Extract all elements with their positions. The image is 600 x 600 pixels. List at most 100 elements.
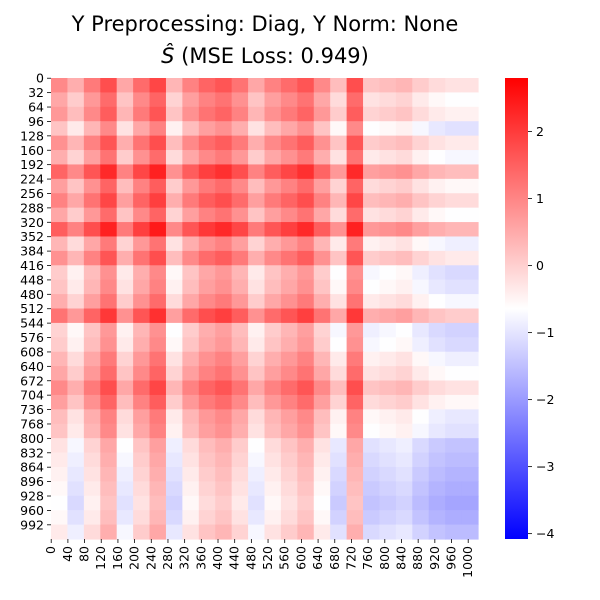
heatmap-cell (445, 222, 463, 238)
heatmap-cell (198, 337, 216, 353)
heatmap-cell (379, 409, 397, 425)
heatmap-cell (83, 322, 101, 338)
heatmap-cell (297, 423, 315, 439)
heatmap-cell (215, 78, 233, 94)
x-tick-label: 920 (427, 546, 442, 570)
heatmap-cell (445, 250, 463, 266)
y-tick-label: 192 (20, 157, 44, 172)
heatmap-cell (330, 207, 348, 223)
heatmap-cell (330, 279, 348, 295)
heatmap-cell (445, 150, 463, 166)
heatmap-cell (346, 236, 364, 252)
heatmap-cell (116, 524, 134, 540)
y-tick-label: 448 (20, 272, 44, 287)
heatmap-cell (379, 236, 397, 252)
x-tick-label: 120 (93, 546, 108, 570)
heatmap-cell (83, 222, 101, 238)
heatmap-cell (297, 164, 315, 180)
heatmap-cell (445, 121, 463, 137)
heatmap-cell (379, 466, 397, 482)
heatmap-cell (313, 92, 331, 108)
heatmap-cell (165, 308, 183, 324)
heatmap-cell (83, 250, 101, 266)
heatmap-cell (412, 294, 430, 310)
heatmap-cell (379, 121, 397, 137)
heatmap-cell (412, 92, 430, 108)
heatmap-cell (83, 106, 101, 122)
heatmap-cell (215, 92, 233, 108)
heatmap-cell (67, 193, 85, 209)
heatmap-cell (116, 481, 134, 497)
heatmap-cell (149, 250, 167, 266)
heatmap-cell (461, 135, 479, 151)
heatmap-cell (182, 207, 200, 223)
colorbar-tick-label: 2 (536, 124, 544, 139)
heatmap-cell (83, 510, 101, 526)
heatmap-cell (83, 423, 101, 439)
heatmap-cell (165, 164, 183, 180)
heatmap-cell (363, 438, 381, 454)
heatmap-cell (83, 524, 101, 540)
heatmap-cell (51, 164, 69, 180)
x-tick-label: 0 (43, 546, 58, 554)
heatmap-cell (379, 351, 397, 367)
heatmap-cell (116, 236, 134, 252)
heatmap-cell (133, 265, 151, 281)
heatmap-cell (445, 337, 463, 353)
heatmap-cell (149, 495, 167, 511)
heatmap-cell (100, 409, 118, 425)
heatmap-cell (313, 193, 331, 209)
heatmap-cell (67, 495, 85, 511)
heatmap-cell (297, 337, 315, 353)
heatmap-cell (198, 524, 216, 540)
y-tick-label: 224 (20, 172, 44, 187)
heatmap-cell (428, 294, 446, 310)
heatmap-cell (51, 78, 69, 94)
heatmap-cell (116, 337, 134, 353)
y-tick-label: 288 (20, 200, 44, 215)
x-tick-label: 200 (127, 546, 142, 570)
heatmap-cell (133, 106, 151, 122)
heatmap-cell (231, 510, 249, 526)
heatmap-cell (165, 150, 183, 166)
heatmap-cell (412, 222, 430, 238)
heatmap-cell (428, 394, 446, 410)
heatmap-cell (379, 207, 397, 223)
heatmap-cell (83, 207, 101, 223)
heatmap-cell (116, 279, 134, 295)
heatmap-cell (149, 150, 167, 166)
heatmap-cell (51, 207, 69, 223)
heatmap-cell (412, 308, 430, 324)
heatmap-cell (412, 351, 430, 367)
heatmap-cell (248, 423, 266, 439)
heatmap-cell (264, 265, 282, 281)
heatmap-cell (280, 423, 298, 439)
heatmap-cell (100, 178, 118, 194)
heatmap-cell (330, 121, 348, 137)
heatmap-cell (428, 524, 446, 540)
heatmap-cell (83, 135, 101, 151)
heatmap-cell (313, 78, 331, 94)
heatmap-cell (363, 366, 381, 382)
heatmap-cell (297, 279, 315, 295)
heatmap-cell (330, 164, 348, 180)
heatmap-cell (330, 495, 348, 511)
heatmap-cell (83, 337, 101, 353)
heatmap-cell (51, 250, 69, 266)
heatmap-cell (313, 279, 331, 295)
heatmap-cell (280, 524, 298, 540)
y-tick-label: 128 (20, 128, 44, 143)
x-axis: 0 40 80 120 160 200 240 280 320 360 400 440 480 520 56… (43, 539, 475, 578)
heatmap-cell (461, 178, 479, 194)
heatmap-cell (215, 178, 233, 194)
heatmap-cell (280, 193, 298, 209)
heatmap-cell (346, 394, 364, 410)
heatmap-cell (313, 366, 331, 382)
heatmap-cell (412, 250, 430, 266)
heatmap-cell (264, 351, 282, 367)
heatmap-cell (445, 438, 463, 454)
heatmap-cell (51, 222, 69, 238)
heatmap-cell (445, 423, 463, 439)
heatmap-cell (198, 236, 216, 252)
